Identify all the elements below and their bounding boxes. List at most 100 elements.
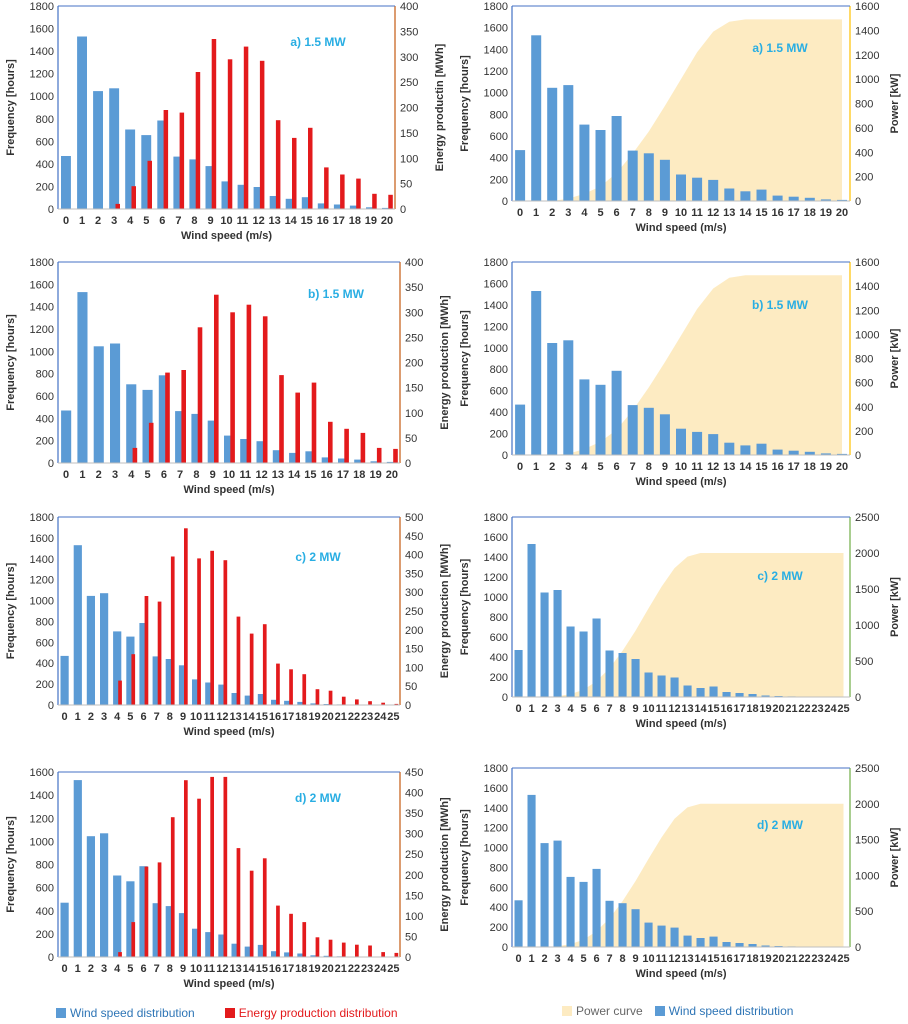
chart-6-ytick-1200: 1200: [484, 572, 508, 584]
chart-1-y2-axis-label: Energy productin [MWh]: [434, 43, 446, 171]
chart-3-wind-bar-2: [93, 346, 104, 463]
chart-5-y2tick-400: 400: [405, 550, 423, 562]
chart-8-ytick-600: 600: [490, 882, 508, 894]
chart-3-ytick-600: 600: [36, 391, 54, 403]
chart-1-wind-bar-20: [382, 207, 392, 209]
chart-6-x-axis-label: Wind speed (m/s): [636, 718, 727, 730]
chart-7-xtick-20: 20: [322, 963, 334, 975]
chart-1-xtick-19: 19: [365, 215, 377, 227]
chart-4-wind-bar-7: [627, 405, 638, 455]
chart-5-energy-bar-12: [223, 560, 228, 705]
legend-energy-label: Energy production distribution: [238, 1006, 398, 1020]
chart-8-wind-bar-0: [514, 900, 523, 947]
chart-6-xtick-14: 14: [694, 703, 707, 715]
chart-1-energy-bar-13: [275, 120, 281, 209]
chart-3-y2-axis-label: Energy production [MWh]: [439, 295, 451, 430]
chart-3-wind-bar-9: [207, 420, 218, 463]
chart-5-energy-bar-19: [315, 689, 320, 705]
chart-5-energy-bar-8: [170, 556, 175, 705]
chart-4-y2tick-200: 200: [855, 426, 873, 438]
chart-5-y-axis-label: Frequency [hours]: [5, 562, 17, 659]
chart-4-xtick-20: 20: [836, 461, 848, 473]
chart-7-wind-bar-19: [310, 955, 319, 957]
chart-1-ytick-1400: 1400: [30, 46, 54, 58]
chart-8-xtick-16: 16: [720, 953, 732, 965]
chart-5-xtick-10: 10: [190, 711, 202, 723]
chart-4-wind-bar-5: [595, 384, 606, 455]
chart-5-wind-bar-2: [86, 595, 95, 705]
chart-8-xtick-20: 20: [772, 953, 784, 965]
chart-2-wind-bar-1: [531, 35, 542, 202]
chart-6-xtick-13: 13: [681, 703, 693, 715]
chart-6-xtick-1: 1: [528, 703, 534, 715]
chart-3-xtick-0: 0: [63, 469, 69, 481]
chart-7-energy-bar-23: [368, 945, 372, 957]
chart-8-ytick-200: 200: [490, 922, 508, 934]
chart-7-xtick-9: 9: [180, 963, 186, 975]
chart-7-y-axis-label: Frequency [hours]: [5, 816, 17, 913]
chart-6-xtick-4: 4: [567, 703, 574, 715]
chart-2-y2tick-1200: 1200: [855, 50, 879, 62]
chart-5-y2tick-200: 200: [405, 625, 423, 637]
chart-2-y2tick-800: 800: [855, 99, 873, 111]
chart-7-xtick-0: 0: [62, 963, 68, 975]
chart-5-energy-bar-22: [355, 699, 359, 705]
chart-8-ytick-400: 400: [490, 902, 508, 914]
chart-2-xtick-18: 18: [804, 207, 816, 219]
chart-7-energy-bar-10: [197, 798, 201, 957]
chart-6-wind-bar-1: [527, 544, 536, 697]
chart-2-annotation: a) 1.5 MW: [752, 41, 808, 55]
chart-5-energy-bar-16: [276, 663, 280, 705]
chart-7-xtick-4: 4: [114, 963, 121, 975]
chart-6-xtick-6: 6: [593, 703, 599, 715]
chart-8-xtick-9: 9: [632, 953, 638, 965]
chart-6-wind-bar-14: [696, 688, 705, 697]
chart-8-wind-bar-18: [748, 944, 757, 947]
chart-5-wind-bar-10: [192, 679, 201, 705]
chart-1-energy-bar-19: [372, 193, 377, 209]
chart-3-wind-bar-6: [158, 375, 169, 463]
chart-5-energy-bar-24: [381, 702, 385, 705]
chart-7-y2-axis-label: Energy production [MWh]: [439, 797, 451, 932]
chart-7-wind-bar-2: [86, 836, 95, 957]
chart-5-y2tick-150: 150: [405, 644, 423, 656]
chart-4-wind-bar-2: [547, 343, 558, 455]
chart-2-wind-bar-17: [788, 196, 799, 201]
chart-8-ytick-1600: 1600: [484, 783, 508, 795]
chart-7-ytick-1600: 1600: [30, 767, 54, 779]
chart-3-energy-bar-13: [279, 375, 284, 463]
chart-7-energy-bar-12: [223, 776, 228, 957]
chart-1-xtick-12: 12: [252, 215, 264, 227]
chart-8-xtick-8: 8: [619, 953, 625, 965]
chart-2-wind-bar-11: [692, 177, 703, 201]
chart-5-energy-bar-23: [368, 701, 372, 705]
chart-2-xtick-19: 19: [820, 207, 832, 219]
legend-wind-swatch: [56, 1008, 66, 1018]
chart-8-wind-bar-17: [735, 943, 744, 947]
chart-7-energy-bar-21: [341, 942, 346, 957]
chart-5-ytick-1400: 1400: [30, 554, 54, 566]
chart-3-energy-bar-5: [148, 422, 154, 463]
chart-6-xtick-0: 0: [515, 703, 521, 715]
chart-4-xtick-8: 8: [646, 461, 652, 473]
chart-2-xtick-3: 3: [565, 207, 571, 219]
chart-4-xtick-15: 15: [755, 461, 767, 473]
chart-1-xtick-10: 10: [220, 215, 232, 227]
chart-8-xtick-6: 6: [593, 953, 599, 965]
chart-5-xtick-19: 19: [308, 711, 320, 723]
chart-7-wind-bar-17: [284, 952, 293, 957]
chart-1-y2tick-400: 400: [400, 1, 418, 13]
chart-7-y2tick-0: 0: [405, 952, 411, 964]
chart-7-xtick-18: 18: [295, 963, 307, 975]
chart-6-ytick-200: 200: [490, 672, 508, 684]
chart-2-wind-bar-2: [547, 87, 558, 201]
chart-6-wind-bar-13: [683, 685, 692, 697]
chart-7-energy-bar-6: [144, 866, 149, 957]
chart-1-ytick-600: 600: [36, 136, 54, 148]
chart-3-wind-bar-12: [256, 441, 267, 463]
chart-1-xtick-16: 16: [317, 215, 329, 227]
chart-5-xtick-23: 23: [361, 711, 373, 723]
chart-6-xtick-19: 19: [759, 703, 771, 715]
chart-8-wind-bar-8: [618, 903, 627, 947]
chart-4-wind-bar-19: [820, 453, 831, 455]
